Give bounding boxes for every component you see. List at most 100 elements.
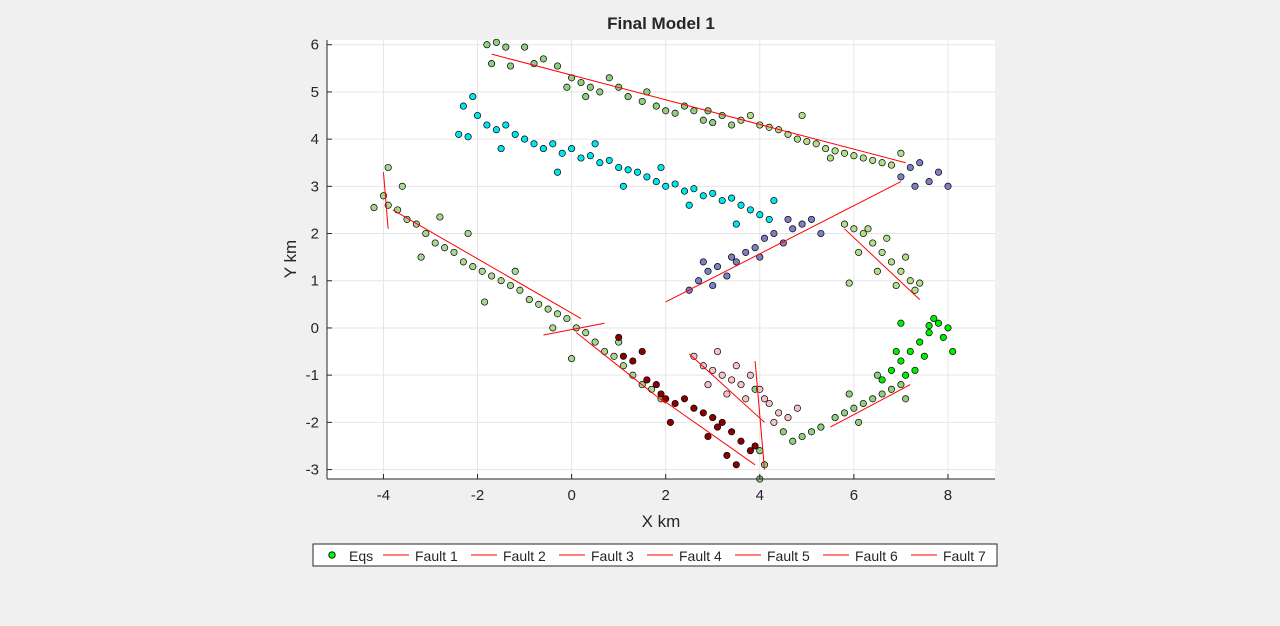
earthquake-point [553,168,562,176]
earthquake-point [756,385,764,393]
earthquake-point [798,432,806,441]
axis-ticks: -4 -2 0 2 4 6 8 -3 -2 -1 0 1 2 3 4 5 6 [306,37,952,504]
earthquake-point [742,248,750,256]
earthquake-point [638,97,646,105]
fault-trace [688,353,765,423]
earthquake-point [506,281,515,290]
y-axis-label: Y km [281,240,300,278]
earthquake-point [709,189,717,197]
fault-trace [392,209,582,319]
earthquake-point [930,314,938,323]
earthquake-point [459,258,467,266]
earthquake-point [718,418,726,426]
earthquake-point [568,74,576,82]
earthquake-point [718,371,726,379]
earthquake-point [680,187,689,195]
earthquake-point [878,159,886,167]
earthquake-point [680,395,689,403]
fault-trace [660,398,756,466]
earthquake-point [577,78,585,87]
earthquake-point [840,149,849,157]
earthquake-point [549,324,557,332]
earthquake-point [728,121,736,129]
fault-trace [576,332,667,404]
earthquake-point [568,145,576,153]
earthquake-point [916,279,924,287]
earthquake-point [709,366,717,374]
earthquake-point [887,385,896,393]
earthquake-point [624,166,632,174]
y-tick-label: 1 [311,273,319,290]
earthquake-point [690,107,698,115]
fault-trace [844,228,921,300]
y-tick-label: 4 [311,131,319,148]
earthquake-point [817,229,825,238]
y-tick-label: 5 [311,84,319,101]
earthquake-point [704,432,712,441]
earthquake-point [431,239,439,247]
earthquake-point [855,418,863,426]
earthquake-point [817,423,825,431]
earthquake-point [887,161,896,169]
earthquake-point [525,296,533,304]
earthquake-point [690,185,698,193]
earthquake-point [563,83,571,91]
earthquake-point [732,258,740,266]
earthquake-point [450,248,458,256]
earthquake-point [619,182,627,190]
earthquake-point [911,286,919,294]
earthquake-point [845,279,853,287]
earthquake-point [807,215,816,223]
x-tick-label: 8 [944,487,952,504]
earthquake-point [902,253,910,261]
earthquake-point [911,366,919,374]
earthquake-point [483,121,491,129]
earthquake-point [746,206,754,214]
earthquake-point [793,135,801,143]
earthquake-point [521,135,529,143]
earthquake-point [629,357,637,365]
earthquake-point [516,286,524,294]
earthquake-point [723,272,731,280]
earthquake-point [925,178,933,186]
earthquake-point [709,119,717,127]
earthquake-point [483,41,491,49]
earthquake-point [699,192,707,200]
earthquake-point [591,338,599,346]
earthquake-point [934,319,943,327]
earthquake-point [892,281,900,290]
earthquake-point [756,211,764,219]
earthquake-point [902,395,910,403]
legend-fault-label: Fault 2 [503,548,546,564]
earthquake-point [497,277,505,285]
earthquake-point [652,381,660,389]
earthquake-point [793,404,801,412]
earthquake-point [539,145,547,153]
chart-title: Final Model 1 [607,14,715,33]
y-tick-label: -3 [306,462,319,479]
earthquake-point [695,277,703,285]
fault-trace [543,322,605,336]
earthquake-point [897,173,905,181]
earthquake-point [746,111,754,120]
earthquake-point [610,352,618,360]
earthquake-point [897,381,905,389]
earthquake-point [464,229,472,238]
earthquake-point [916,159,924,167]
earthquake-point [798,111,806,120]
earthquake-point [869,239,877,247]
earthquake-point [728,428,736,436]
earthquake-point [657,390,665,398]
earthquake-point [511,267,519,275]
earthquake-point [728,194,736,202]
earthquake-point [784,215,792,223]
earthquake-point [511,130,519,138]
earthquake-point [469,263,477,271]
earthquake-point [897,319,905,327]
earthquake-point [615,333,623,341]
earthquake-point [812,140,820,148]
x-axis-label: X km [642,512,681,531]
earthquake-point [897,149,905,157]
y-tick-label: -2 [306,414,319,431]
